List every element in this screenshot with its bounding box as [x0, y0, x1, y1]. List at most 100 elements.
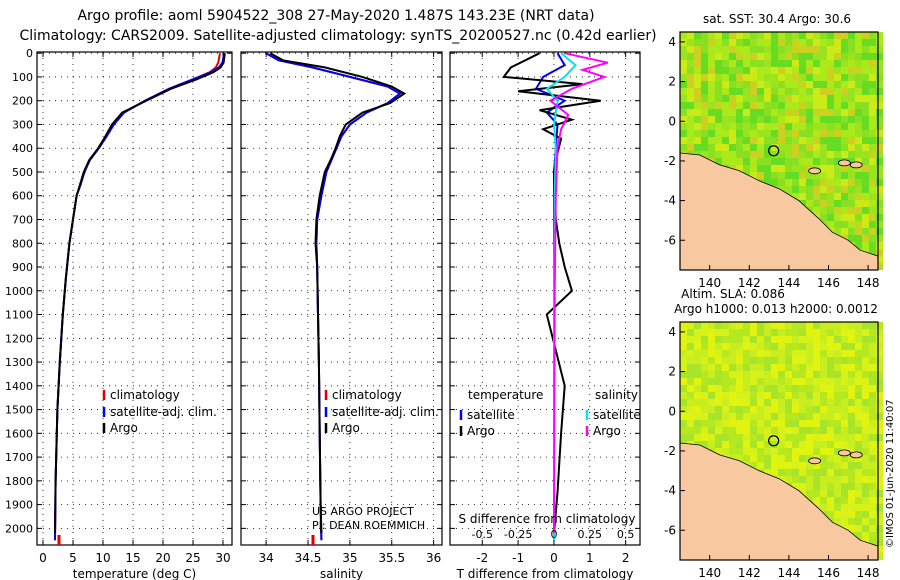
sea-cell — [848, 490, 855, 497]
sea-cell — [778, 399, 785, 406]
sea-cell — [813, 81, 820, 88]
sea-cell — [701, 67, 708, 74]
sea-cell — [813, 158, 820, 165]
sea-cell — [848, 67, 855, 74]
sea-cell — [806, 385, 813, 392]
sea-cell — [827, 434, 834, 441]
sea-cell — [778, 32, 785, 39]
sea-cell — [806, 39, 813, 46]
sea-cell — [876, 427, 883, 434]
sea-cell — [862, 476, 869, 483]
sea-cell — [736, 116, 743, 123]
sea-cell — [869, 378, 876, 385]
legend-label: Argo — [593, 424, 621, 438]
sea-cell — [750, 109, 757, 116]
sea-cell — [834, 448, 841, 455]
y-tick-label: 1100 — [5, 309, 33, 322]
x-tick-label: 2 — [622, 551, 630, 565]
sea-cell — [771, 137, 778, 144]
sea-cell — [827, 497, 834, 504]
y-tick-label: 100 — [12, 71, 33, 84]
sea-cell — [869, 441, 876, 448]
sea-cell — [771, 364, 778, 371]
sea-cell — [729, 67, 736, 74]
sea-cell — [834, 462, 841, 469]
sea-cell — [813, 329, 820, 336]
sea-cell — [764, 385, 771, 392]
sea-cell — [806, 109, 813, 116]
sea-cell — [876, 130, 883, 137]
sea-cell — [855, 448, 862, 455]
sea-cell — [715, 420, 722, 427]
credit-project: US ARGO PROJECT — [312, 505, 414, 518]
sea-cell — [785, 74, 792, 81]
sea-cell — [820, 483, 827, 490]
sea-cell — [687, 102, 694, 109]
sea-cell — [778, 413, 785, 420]
sea-cell — [834, 511, 841, 518]
sea-cell — [687, 329, 694, 336]
sea-cell — [715, 406, 722, 413]
sea-cell — [813, 186, 820, 193]
sea-cell — [750, 371, 757, 378]
x-tick-label: 1 — [586, 551, 594, 565]
sea-cell — [680, 336, 687, 343]
sea-cell — [729, 343, 736, 350]
sea-cell — [841, 109, 848, 116]
sea-cell — [876, 434, 883, 441]
sea-cell — [841, 116, 848, 123]
sea-cell — [771, 151, 778, 158]
sea-cell — [687, 322, 694, 329]
sea-cell — [820, 116, 827, 123]
sea-cell — [778, 364, 785, 371]
sea-cell — [869, 420, 876, 427]
sea-cell — [855, 385, 862, 392]
sea-cell — [841, 462, 848, 469]
sea-cell — [785, 371, 792, 378]
sea-cell — [813, 67, 820, 74]
sea-cell — [715, 137, 722, 144]
sea-cell — [694, 46, 701, 53]
sea-cell — [729, 448, 736, 455]
sea-cell — [785, 67, 792, 74]
sea-cell — [785, 427, 792, 434]
x-tick-label: 15 — [125, 551, 140, 565]
x-tick-label: 140 — [698, 276, 721, 290]
sea-cell — [855, 81, 862, 88]
sea-cell — [743, 385, 750, 392]
sea-cell — [876, 455, 883, 462]
sea-cell — [848, 371, 855, 378]
sea-cell — [841, 364, 848, 371]
sst-map-panel: sat. SST: 30.4 Argo: 30.6 4 2 0 -2 -4 -6 140 142… — [664, 12, 883, 290]
sea-cell — [820, 200, 827, 207]
sea-cell — [869, 511, 876, 518]
sea-cell — [736, 74, 743, 81]
sea-cell — [862, 329, 869, 336]
sea-cell — [736, 67, 743, 74]
sea-cell — [855, 74, 862, 81]
sea-cell — [729, 109, 736, 116]
sea-cell — [813, 483, 820, 490]
sea-cell — [834, 504, 841, 511]
sea-cell — [694, 357, 701, 364]
sea-cell — [820, 399, 827, 406]
sea-cell — [764, 60, 771, 67]
sea-cell — [876, 144, 883, 151]
sea-cell — [792, 462, 799, 469]
sea-cell — [876, 81, 883, 88]
sea-cell — [862, 32, 869, 39]
sea-cell — [841, 455, 848, 462]
sea-cell — [687, 137, 694, 144]
sea-cell — [827, 74, 834, 81]
sea-cell — [757, 53, 764, 60]
sea-cell — [806, 441, 813, 448]
sea-cell — [813, 406, 820, 413]
sea-cell — [771, 46, 778, 53]
sea-cell — [848, 518, 855, 525]
sea-cell — [848, 441, 855, 448]
sea-cell — [701, 350, 708, 357]
sea-cell — [869, 88, 876, 95]
sea-cell — [876, 109, 883, 116]
sea-cell — [708, 378, 715, 385]
sea-cell — [813, 420, 820, 427]
